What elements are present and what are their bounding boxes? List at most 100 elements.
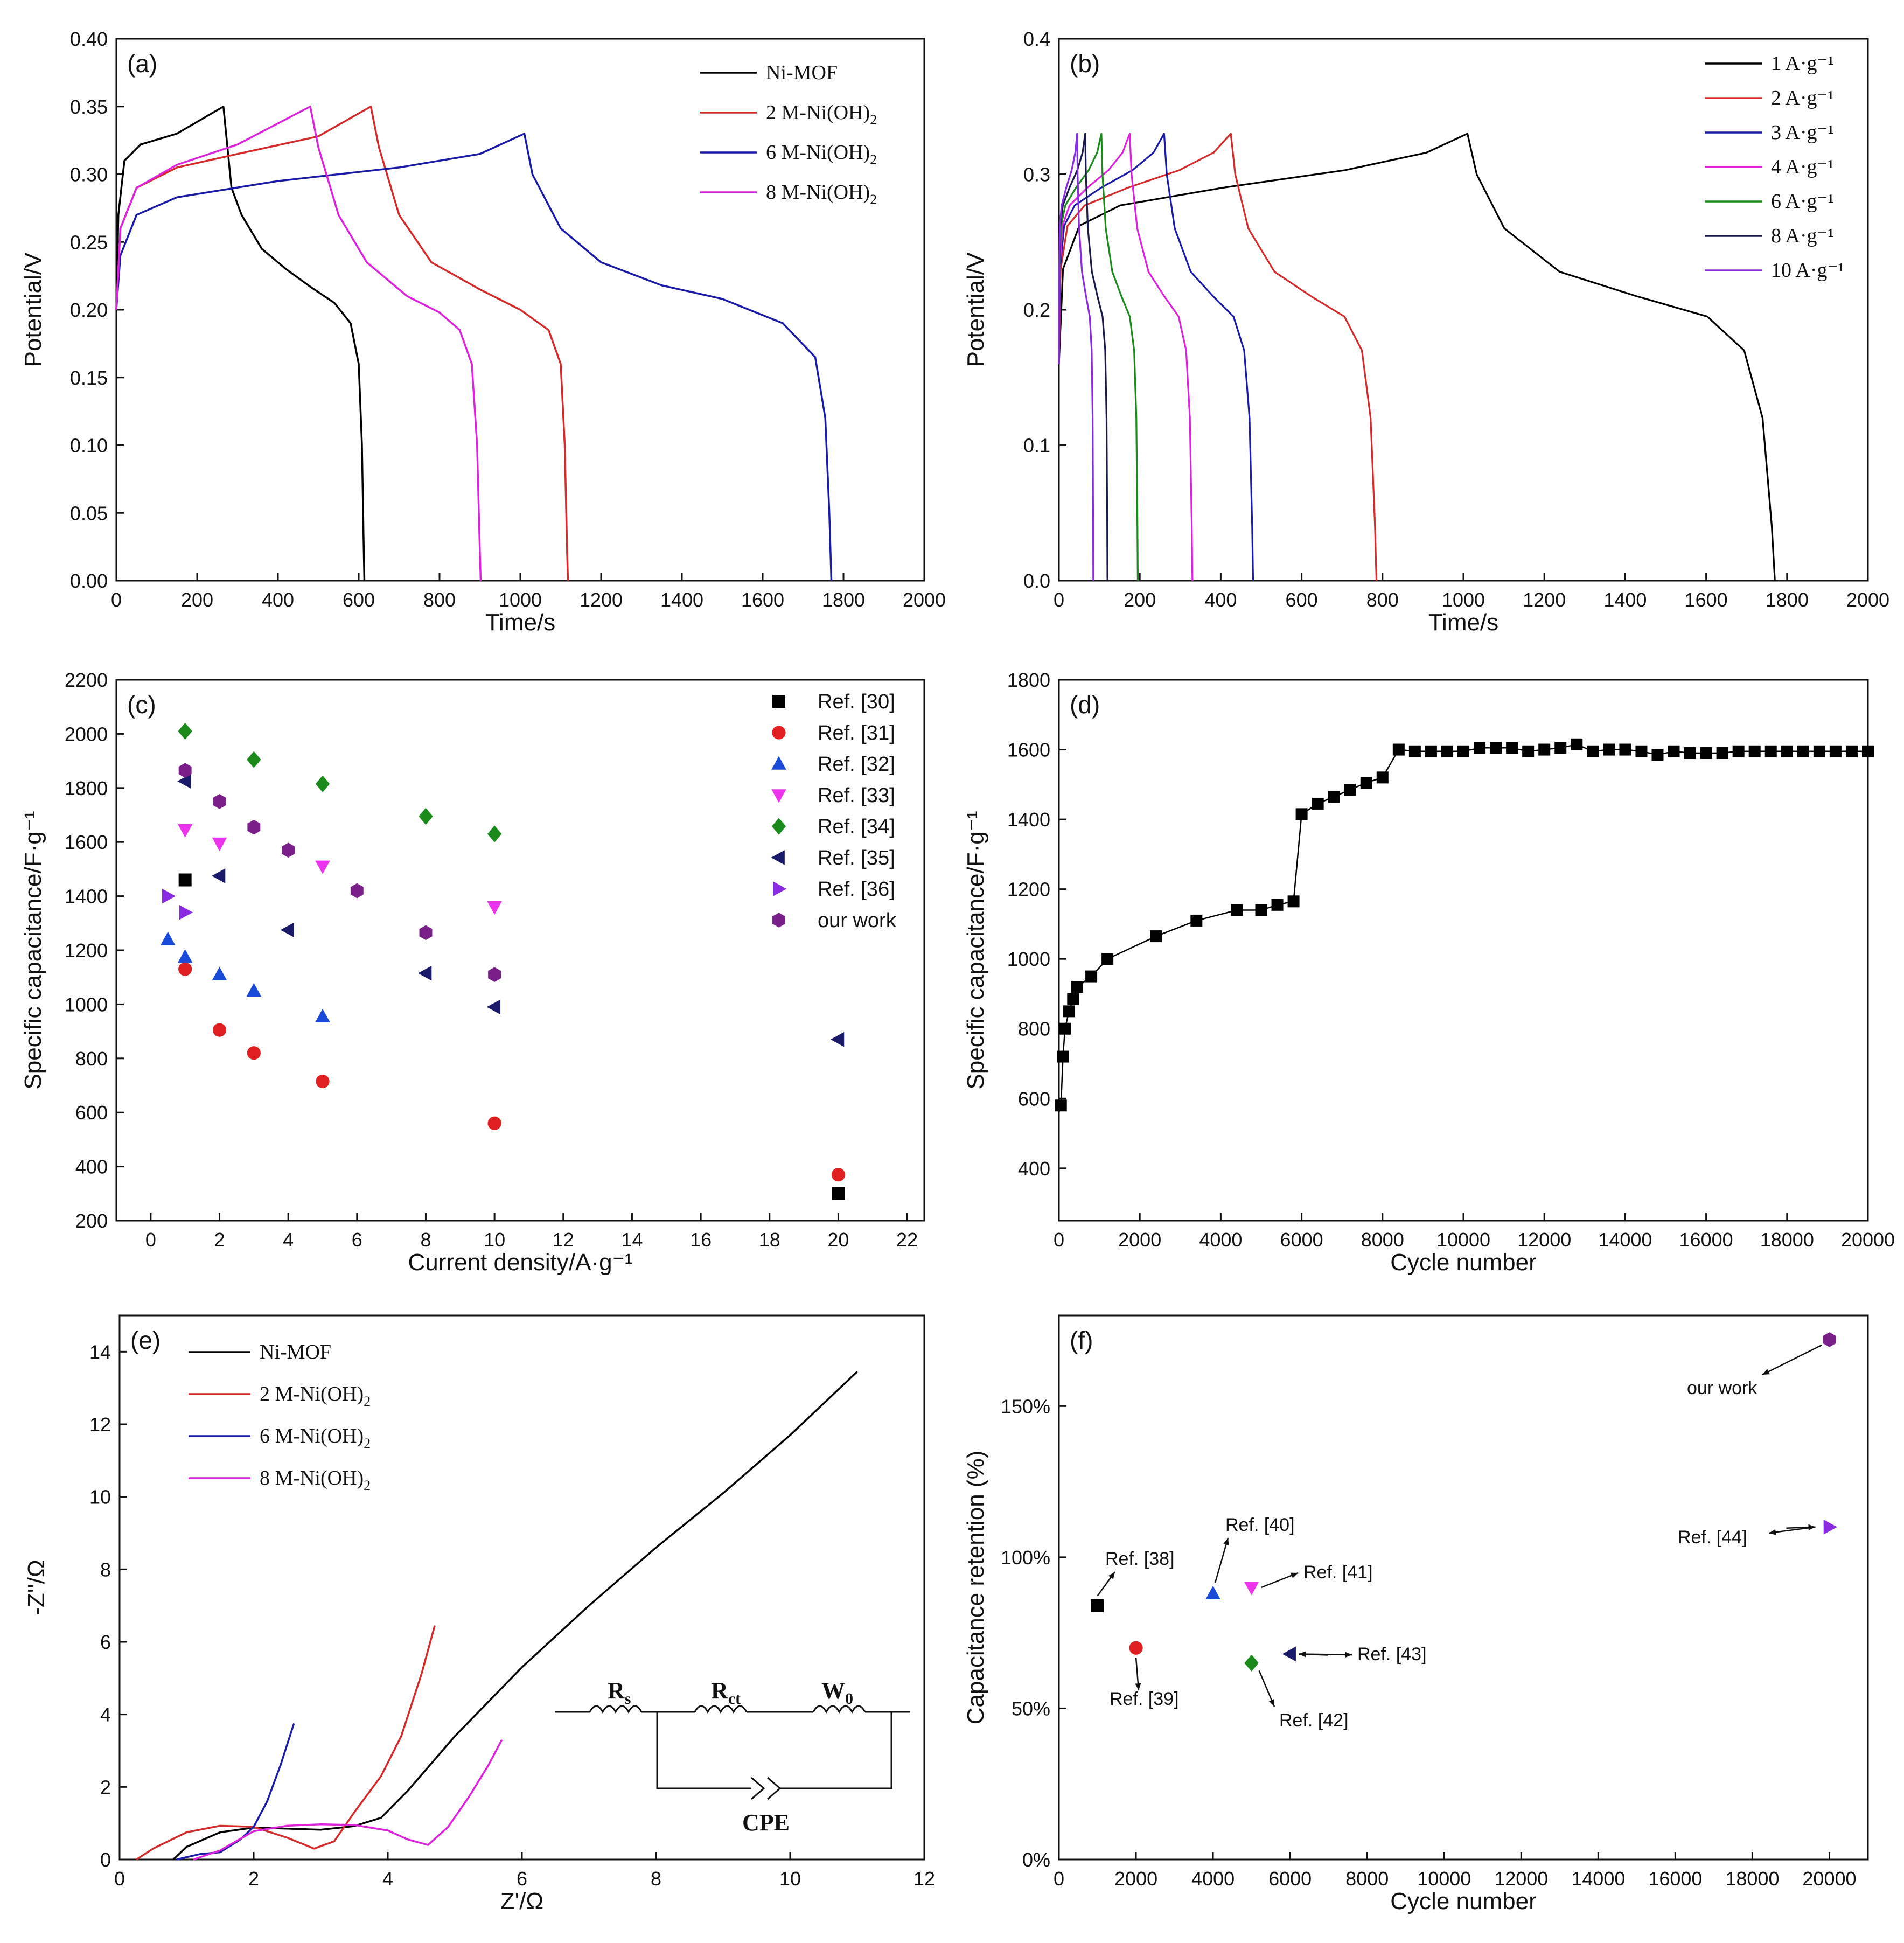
- data-marker: [1716, 747, 1728, 760]
- scatter-point: [488, 967, 501, 982]
- panel-b: 0 200 400 600 800 1000 1200 1400 1600 1800 2000 0.0…: [963, 28, 1889, 636]
- x-tick-label: 14000: [1571, 1868, 1625, 1890]
- panel-f: 0 2000 4000 6000 8000 10000 12000 14000 16000 180…: [963, 1314, 1869, 1914]
- y-tick-label: 1200: [65, 939, 108, 962]
- scatter-point: [1823, 1332, 1836, 1347]
- x-tick-label: 1800: [1766, 589, 1809, 611]
- y-axis-label: Specific capacitance/F·g⁻¹: [20, 811, 46, 1089]
- series-line: [115, 106, 482, 581]
- x-tick-label: 2: [248, 1868, 259, 1890]
- scatter-point: [1823, 1519, 1837, 1535]
- legend-marker: [772, 913, 785, 928]
- legend-label: 4 A·g⁻¹: [1771, 156, 1834, 178]
- scatter-point: [1205, 1585, 1220, 1600]
- scatter-point: [487, 1116, 501, 1130]
- x-tick-label: 1000: [1442, 589, 1485, 611]
- x-tick-label: 0: [1054, 1868, 1064, 1890]
- data-marker: [1619, 743, 1631, 756]
- x-tick-label: 4: [382, 1868, 393, 1890]
- scatter-point: [1129, 1641, 1143, 1655]
- x-tick-label: 1200: [1523, 589, 1566, 611]
- scatter-point: [831, 1168, 846, 1182]
- data-marker: [1344, 784, 1356, 796]
- series-line: [1058, 133, 1254, 581]
- circuit-label-rs: Rs: [608, 1677, 631, 1708]
- x-tick-label: 200: [1124, 589, 1156, 611]
- data-marker: [1071, 981, 1083, 993]
- y-axis-label: Capacitance retention (%): [963, 1451, 989, 1725]
- x-tick-label: 400: [1204, 589, 1237, 611]
- data-marker: [1635, 745, 1648, 757]
- scatter-point: [831, 1032, 845, 1047]
- x-tick-label: 1600: [741, 589, 784, 611]
- wire: [792, 1712, 892, 1789]
- legend-label: 6 A·g⁻¹: [1771, 190, 1834, 213]
- legend-label: Ref. [35]: [818, 847, 895, 869]
- x-tick-label: 0: [1054, 589, 1064, 611]
- arrow-head: [1108, 1572, 1115, 1579]
- panel-label: (d): [1070, 691, 1100, 719]
- data-marker: [1231, 904, 1243, 916]
- data-marker: [1057, 1050, 1069, 1063]
- x-tick-label: 800: [1366, 589, 1399, 611]
- data-marker: [1425, 745, 1437, 757]
- circuit-label-cpe: CPE: [742, 1809, 790, 1836]
- x-tick-label: 600: [343, 589, 375, 611]
- y-tick-label: 0.3: [1023, 164, 1050, 186]
- data-marker: [1700, 747, 1712, 760]
- x-tick-label: 20000: [1802, 1868, 1856, 1890]
- data-marker: [1684, 747, 1696, 760]
- data-marker: [1862, 745, 1874, 757]
- y-tick-label: 0.1: [1023, 435, 1050, 457]
- x-axis-label: Z'/Ω: [500, 1888, 543, 1914]
- point-annotation: our work: [1687, 1378, 1757, 1398]
- legend-marker: [771, 756, 786, 770]
- scatter-point: [419, 807, 433, 825]
- y-tick-label: 0.4: [1023, 28, 1050, 50]
- data-marker: [1255, 904, 1267, 916]
- x-tick-label: 22: [896, 1229, 918, 1251]
- point-annotation: Ref. [39]: [1110, 1689, 1179, 1709]
- equivalent-circuit: Rs Rct W0 CPE: [555, 1677, 910, 1836]
- y-axis-label: Specific capacitance/F·g⁻¹: [963, 811, 989, 1089]
- arrow-head: [1299, 1651, 1306, 1658]
- y-tick-label: 600: [1018, 1088, 1050, 1110]
- scatter-point: [486, 999, 500, 1015]
- y-tick-label: 400: [75, 1156, 108, 1178]
- y-tick-label: 14: [89, 1341, 111, 1363]
- y-tick-label: 200: [75, 1210, 108, 1232]
- x-tick-label: 12000: [1494, 1868, 1548, 1890]
- x-axis-label: Time/s: [485, 609, 555, 636]
- y-tick-label: 1600: [65, 831, 108, 853]
- data-marker: [1441, 745, 1453, 757]
- circuit-label-rct: Rct: [711, 1677, 741, 1708]
- legend-label: 2 M-Ni(OH)2: [260, 1383, 371, 1409]
- scatter-point: [247, 1046, 261, 1060]
- legend-label: Ref. [33]: [818, 784, 895, 807]
- point-annotation: Ref. [40]: [1225, 1515, 1295, 1535]
- x-tick-label: 0: [145, 1229, 156, 1251]
- y-tick-label: 0.25: [70, 231, 108, 253]
- x-axis-label: Current density/A·g⁻¹: [408, 1249, 633, 1276]
- series-line: [1058, 133, 1776, 581]
- x-tick-label: 8: [420, 1229, 431, 1251]
- scatter-point: [177, 774, 191, 789]
- panel-label: (e): [130, 1326, 161, 1354]
- legend-marker: [771, 850, 785, 865]
- x-tick-label: 4000: [1199, 1229, 1242, 1251]
- data-marker: [1571, 738, 1583, 750]
- data-marker: [1732, 745, 1745, 757]
- x-tick-label: 18: [759, 1229, 780, 1251]
- x-axis-label: Cycle number: [1390, 1249, 1536, 1276]
- scatter-point: [247, 751, 261, 768]
- data-marker: [1538, 743, 1551, 756]
- legend-label: 2 M-Ni(OH)2: [766, 101, 877, 128]
- data-marker: [1554, 742, 1567, 754]
- x-tick-label: 6: [517, 1868, 527, 1890]
- y-tick-label: 800: [75, 1048, 108, 1070]
- y-tick-label: 100%: [1001, 1547, 1050, 1569]
- arrow-head: [1223, 1538, 1229, 1545]
- y-tick-label: 0.30: [70, 164, 108, 186]
- y-tick-label: 0: [100, 1849, 111, 1871]
- y-tick-label: 1200: [1007, 879, 1050, 901]
